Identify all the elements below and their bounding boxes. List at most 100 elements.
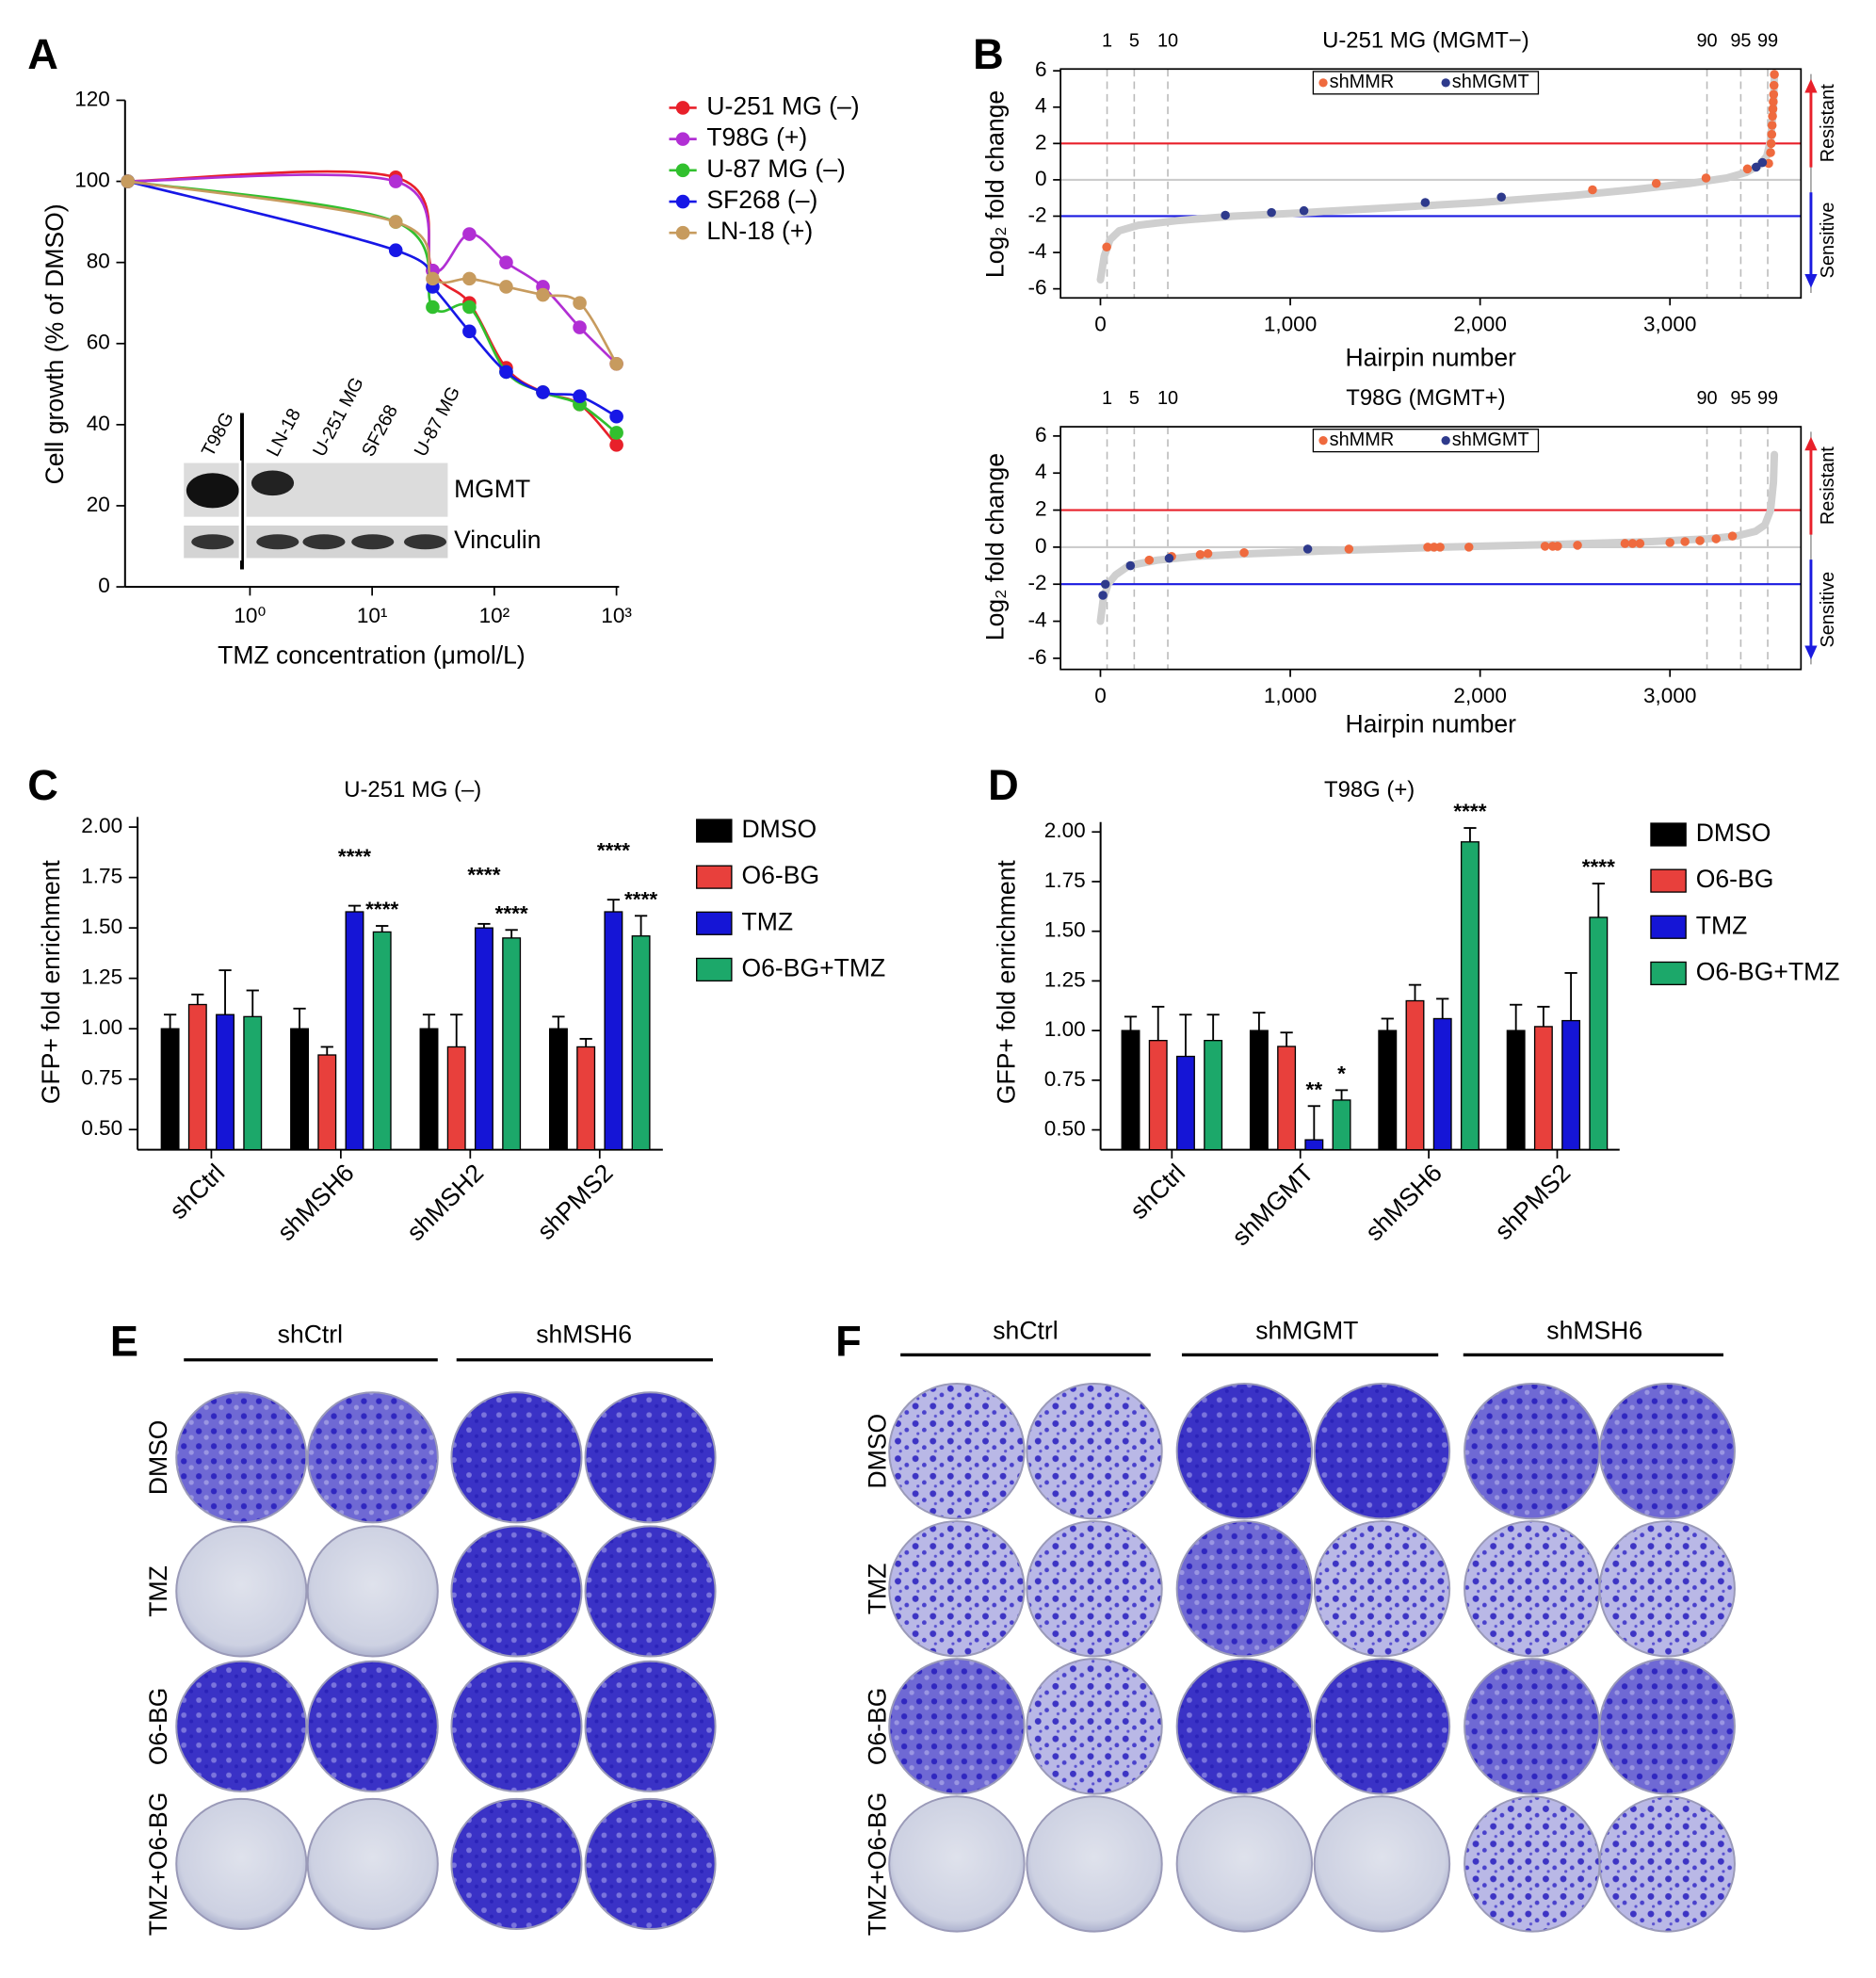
data-point <box>1727 531 1738 541</box>
column-label: shCtrl <box>278 1321 343 1349</box>
colony-plate <box>1313 1658 1451 1795</box>
plot-frame <box>1059 426 1803 671</box>
significance-label: * <box>1337 1062 1346 1085</box>
y-tick-label: 4 <box>1035 460 1047 483</box>
data-point <box>609 409 623 424</box>
significance-label: **** <box>624 887 657 911</box>
y-tick-label: 2 <box>1035 130 1047 154</box>
y-tick-label: -4 <box>1027 608 1046 632</box>
data-point <box>573 389 587 404</box>
x-tick-label: 1,000 <box>1264 684 1317 707</box>
data-point <box>1435 543 1445 552</box>
colony-plate <box>1026 1520 1163 1658</box>
bar <box>419 1028 439 1151</box>
colony-plate <box>888 1520 1026 1658</box>
colony-plate <box>1313 1795 1451 1933</box>
colony-plate <box>175 1525 308 1658</box>
x-tick-label: 0 <box>1094 312 1107 335</box>
blot-band <box>302 534 346 550</box>
data-point <box>1766 148 1775 157</box>
percentile-label: 1 <box>1102 388 1112 409</box>
colony-plate <box>1175 1382 1314 1520</box>
legend-label: T98G (+) <box>706 123 807 152</box>
fit-line <box>127 170 618 446</box>
bar <box>1460 841 1480 1151</box>
data-point <box>499 365 513 380</box>
x-tick-label: 10³ <box>601 604 632 627</box>
chart-title: T98G (+) <box>1324 777 1415 803</box>
y-tick-label: 0.50 <box>81 1116 122 1140</box>
arrow-head <box>1804 436 1818 451</box>
significance-label: ** <box>1306 1078 1323 1101</box>
legend-label: shMGMT <box>1452 72 1529 92</box>
data-point <box>1769 97 1778 106</box>
colony-plate <box>584 1391 717 1524</box>
legend-label: U-87 MG (–) <box>706 154 846 183</box>
y-tick-label: 20 <box>87 493 110 516</box>
data-point <box>1420 198 1431 207</box>
data-point <box>1680 537 1690 546</box>
legend-marker <box>1441 78 1450 88</box>
data-point <box>499 255 513 269</box>
legend-label: U-251 MG (–) <box>706 91 859 120</box>
y-tick-label: 2.00 <box>81 814 122 837</box>
bar <box>446 1046 466 1151</box>
data-point <box>1770 70 1779 79</box>
legend-label: DMSO <box>1696 819 1771 847</box>
row-label: O6-BG <box>144 1688 172 1766</box>
legend-marker <box>675 194 690 209</box>
data-point <box>609 438 623 452</box>
x-tick-label: shMSH2 <box>401 1159 489 1246</box>
significance-label: **** <box>1582 855 1615 879</box>
y-tick-label: 6 <box>1035 57 1047 81</box>
bar <box>631 935 651 1151</box>
colony-plate <box>888 1795 1026 1933</box>
fit-line <box>127 180 618 365</box>
y-tick-label: -2 <box>1027 203 1046 226</box>
blot-band <box>256 534 299 550</box>
direction-label: Resistant <box>1818 84 1838 162</box>
legend-label: shMMR <box>1330 72 1395 92</box>
y-tick-label: 0 <box>1035 534 1047 558</box>
arrow-head <box>1804 78 1818 93</box>
x-tick-label: shCtrl <box>1124 1159 1190 1224</box>
data-point <box>1701 173 1711 183</box>
data-point <box>1573 541 1582 550</box>
y-tick-label: 2 <box>1035 497 1047 521</box>
x-tick-label: 2,000 <box>1453 312 1506 335</box>
bar <box>160 1028 180 1151</box>
y-tick-label: -4 <box>1027 239 1046 263</box>
y-tick-label: 1.75 <box>81 865 122 888</box>
percentile-label: 95 <box>1730 388 1751 409</box>
colony-plate <box>175 1797 308 1930</box>
significance-label: **** <box>338 845 371 868</box>
legend-swatch <box>1650 915 1687 939</box>
hairpin-curve <box>1096 450 1779 625</box>
colony-plate <box>450 1797 583 1930</box>
legend-label: shMMR <box>1330 430 1395 450</box>
data-point <box>499 280 513 294</box>
row-label: Vinculin <box>454 526 541 554</box>
bar <box>1378 1030 1398 1151</box>
bar <box>474 927 493 1151</box>
data-point <box>462 271 477 286</box>
x-tick-label: 10² <box>479 604 510 627</box>
colony-plate <box>1313 1382 1451 1520</box>
data-point <box>1221 210 1230 220</box>
data-point <box>609 356 623 371</box>
data-point <box>1620 539 1630 548</box>
colony-plate <box>1598 1658 1736 1795</box>
y-tick-label: 0 <box>1035 167 1047 190</box>
colony-plate <box>1464 1382 1601 1520</box>
y-tick-label: 40 <box>87 412 110 435</box>
x-tick-label: shMSH6 <box>272 1159 360 1246</box>
percentile-label: 90 <box>1696 388 1717 409</box>
x-tick-label: 10⁰ <box>234 604 266 627</box>
percentile-label: 5 <box>1129 30 1140 51</box>
data-point <box>1768 104 1778 114</box>
percentile-label: 99 <box>1757 388 1778 409</box>
percentile-label: 99 <box>1757 30 1778 51</box>
y-tick-label: 1.25 <box>1044 967 1086 991</box>
legend-label: DMSO <box>742 815 817 843</box>
chart-title: U-251 MG (MGMT−) <box>1322 27 1529 53</box>
